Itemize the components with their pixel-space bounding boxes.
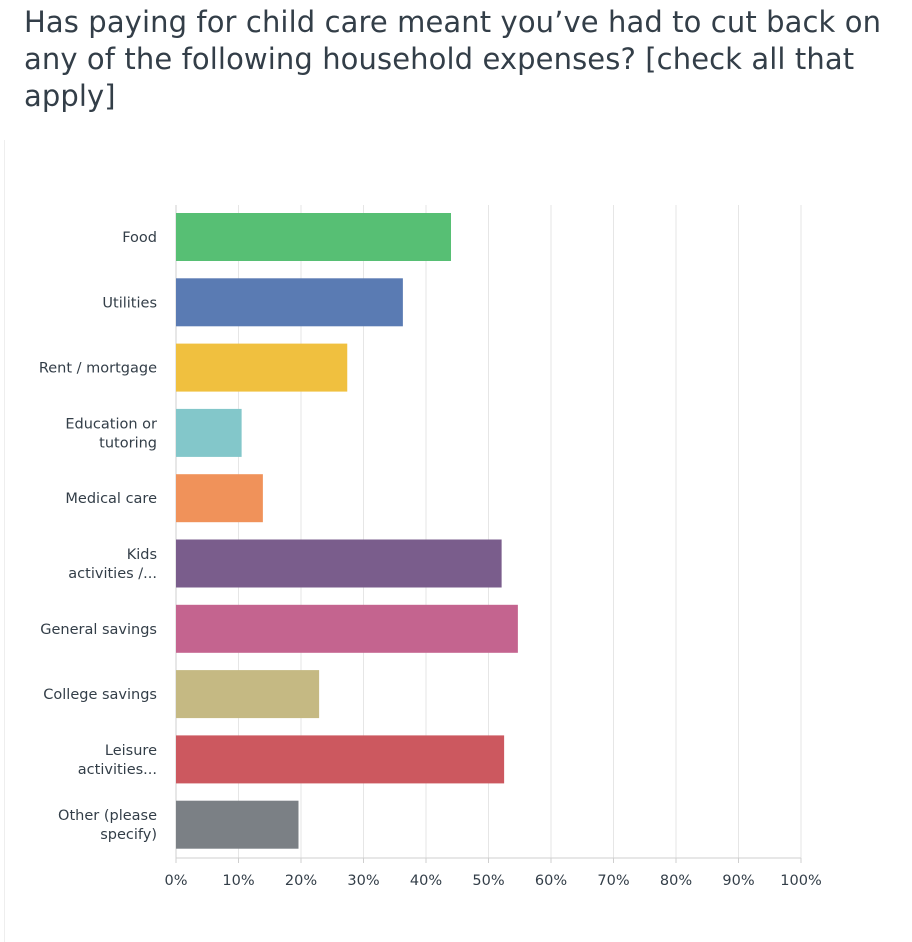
x-tick-label: 30% (347, 873, 379, 889)
bar (176, 213, 451, 261)
x-tick-label: 40% (410, 873, 442, 889)
category-label: Medical care (65, 491, 157, 507)
x-tick-label: 60% (535, 873, 567, 889)
category-label: activities /... (68, 566, 157, 582)
category-label: Rent / mortgage (39, 361, 157, 377)
bar (176, 343, 348, 392)
bar (176, 539, 502, 588)
x-tick-label: 70% (597, 873, 629, 889)
x-tick-label: 0% (164, 873, 187, 889)
panel-border (4, 140, 5, 942)
category-label: Utilities (102, 295, 157, 311)
category-label: Kids (127, 547, 157, 563)
x-tick-label: 80% (660, 873, 692, 889)
category-label: Food (122, 230, 157, 246)
x-tick-label: 20% (285, 873, 317, 889)
category-label: tutoring (99, 435, 157, 451)
category-label: specify) (100, 827, 157, 843)
category-label: Other (please (58, 808, 157, 824)
category-label: College savings (43, 687, 157, 703)
x-tick-label: 50% (472, 873, 504, 889)
category-label: activities... (78, 762, 157, 778)
bar (176, 474, 263, 523)
x-tick-label: 10% (222, 873, 254, 889)
bar (176, 408, 242, 457)
category-label: General savings (40, 622, 157, 638)
bar (176, 604, 518, 653)
bar (176, 735, 505, 784)
bar (176, 800, 299, 849)
category-label: Education or (65, 416, 157, 432)
bar (176, 278, 403, 327)
chart-title: Has paying for child care meant you’ve h… (24, 5, 882, 113)
category-label: Leisure (105, 743, 157, 759)
x-tick-label: 90% (722, 873, 754, 889)
bar (176, 670, 320, 719)
x-tick-label: 100% (780, 873, 821, 889)
